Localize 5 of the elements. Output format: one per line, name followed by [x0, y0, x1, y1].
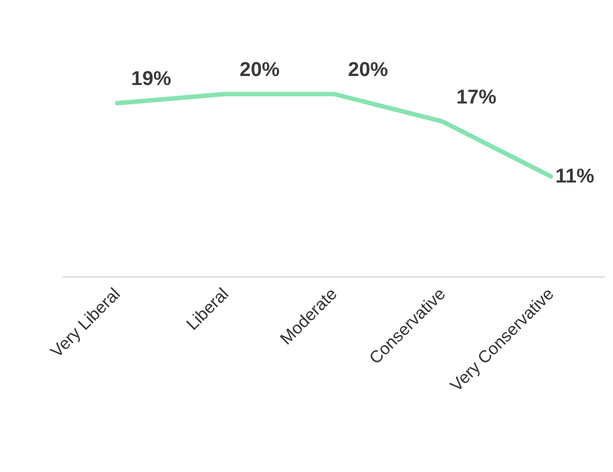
data-label: 19% [131, 68, 172, 90]
data-label: 20% [240, 59, 280, 81]
data-label: 17% [456, 86, 497, 108]
data-label: 11% [555, 165, 594, 188]
data-label: 20% [348, 59, 388, 81]
